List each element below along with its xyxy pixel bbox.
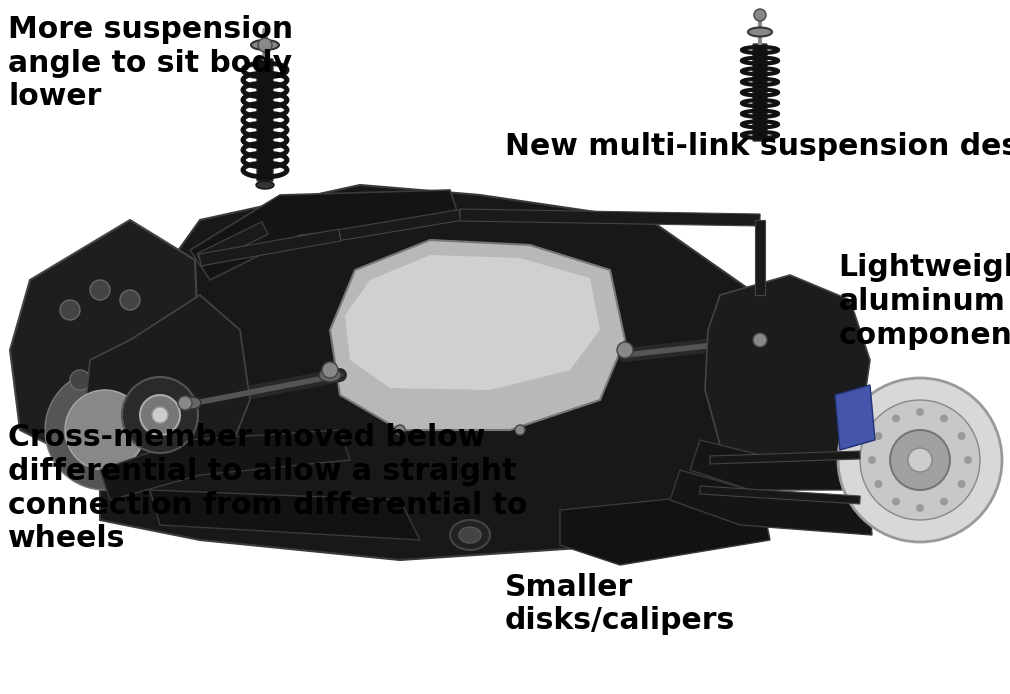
Circle shape — [110, 350, 130, 370]
Polygon shape — [197, 221, 268, 266]
Polygon shape — [835, 385, 875, 450]
Circle shape — [916, 408, 924, 416]
Ellipse shape — [459, 527, 481, 543]
FancyBboxPatch shape — [753, 44, 767, 141]
Circle shape — [916, 504, 924, 512]
Ellipse shape — [256, 181, 274, 189]
Text: More suspension
angle to sit body
lower: More suspension angle to sit body lower — [8, 15, 293, 112]
Circle shape — [70, 370, 90, 390]
Polygon shape — [690, 440, 875, 490]
Circle shape — [940, 498, 948, 505]
Circle shape — [892, 498, 900, 505]
Circle shape — [60, 300, 80, 320]
Polygon shape — [670, 470, 872, 535]
Polygon shape — [190, 190, 460, 280]
Ellipse shape — [319, 368, 341, 382]
Circle shape — [515, 425, 525, 435]
Polygon shape — [100, 430, 350, 500]
Ellipse shape — [251, 40, 279, 50]
Polygon shape — [755, 220, 765, 295]
Polygon shape — [705, 275, 870, 475]
Circle shape — [754, 9, 766, 21]
Text: New multi-link suspension design: New multi-link suspension design — [505, 132, 1010, 161]
Ellipse shape — [748, 28, 772, 37]
Polygon shape — [10, 220, 200, 460]
Circle shape — [90, 280, 110, 300]
Circle shape — [45, 370, 165, 490]
Circle shape — [140, 395, 180, 435]
Circle shape — [120, 290, 140, 310]
Ellipse shape — [450, 520, 490, 550]
Circle shape — [152, 407, 168, 423]
Polygon shape — [345, 255, 600, 390]
Circle shape — [617, 342, 633, 358]
Text: Cross-member moved below
differential to allow a straight
connection from differ: Cross-member moved below differential to… — [8, 423, 527, 553]
Circle shape — [322, 362, 338, 378]
Circle shape — [908, 448, 932, 472]
Ellipse shape — [183, 397, 201, 409]
Polygon shape — [150, 490, 420, 540]
Polygon shape — [100, 185, 800, 560]
Polygon shape — [460, 209, 761, 226]
Circle shape — [875, 480, 883, 488]
Text: Lightweight
aluminum
components: Lightweight aluminum components — [838, 253, 1010, 350]
Circle shape — [868, 456, 876, 464]
Polygon shape — [560, 490, 770, 565]
Circle shape — [875, 432, 883, 440]
Circle shape — [940, 414, 948, 423]
Circle shape — [65, 390, 145, 470]
Circle shape — [395, 425, 405, 435]
Polygon shape — [85, 295, 250, 480]
Polygon shape — [199, 229, 341, 266]
Circle shape — [964, 456, 972, 464]
Polygon shape — [710, 451, 861, 464]
Circle shape — [753, 333, 767, 347]
Circle shape — [178, 396, 192, 410]
Circle shape — [258, 38, 272, 52]
FancyBboxPatch shape — [257, 59, 273, 181]
Circle shape — [892, 414, 900, 423]
Circle shape — [957, 480, 966, 488]
Circle shape — [838, 378, 1002, 542]
Circle shape — [957, 432, 966, 440]
Text: Smaller
disks/calipers: Smaller disks/calipers — [505, 573, 735, 635]
Circle shape — [890, 430, 950, 490]
Polygon shape — [339, 210, 461, 240]
Polygon shape — [330, 240, 625, 430]
Circle shape — [122, 377, 198, 453]
Circle shape — [860, 400, 980, 520]
Polygon shape — [700, 486, 861, 504]
